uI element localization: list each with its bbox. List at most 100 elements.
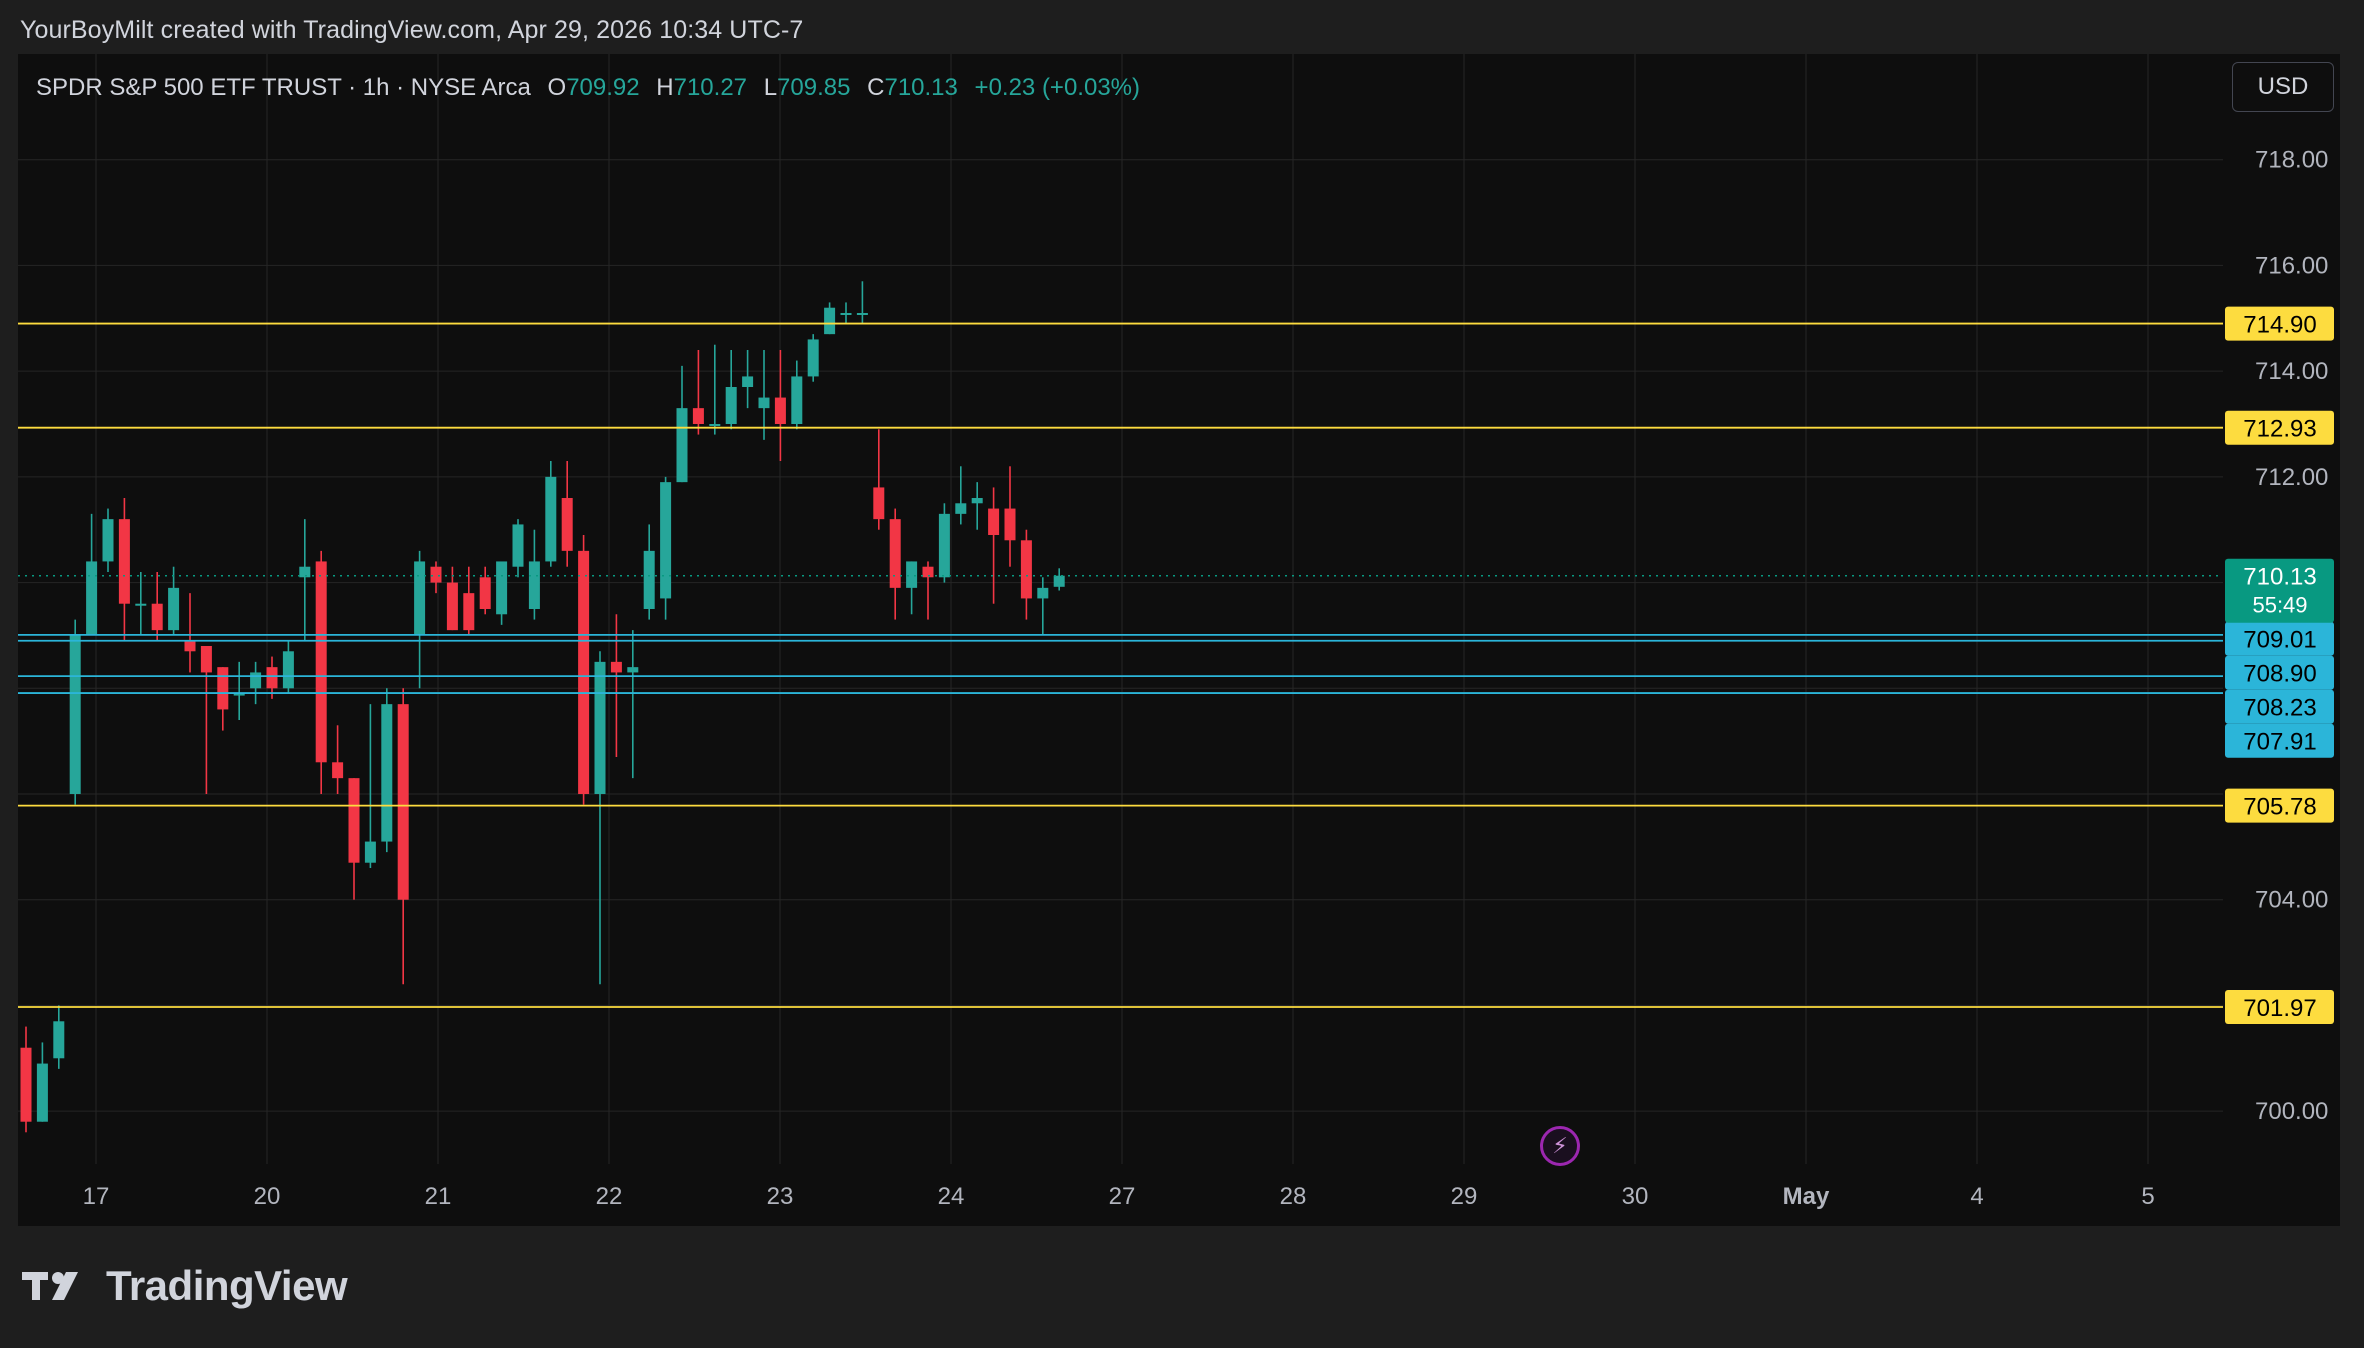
low-label: L [763,74,778,101]
last-price-text: 710.13 [2243,564,2316,591]
candle [824,302,836,335]
yellow-level-label: 712.93 [2225,410,2334,445]
candle-body [1020,540,1032,599]
candle-body [266,667,278,689]
candle-body [824,307,836,335]
open-label: O [547,74,567,101]
candle [36,1042,48,1122]
candle-body [758,397,770,409]
candle-body [578,550,590,794]
candle [1020,529,1032,620]
candle-body [873,487,885,520]
blue-level-label: 709.01 [2225,621,2334,656]
candle [774,350,786,461]
candle [791,360,803,430]
candle-body [151,603,163,631]
tradingview-logo[interactable]: TradingView [22,1262,348,1310]
candle-body [774,397,786,424]
candle [1053,568,1065,591]
candle-body [906,561,918,588]
candle-body [53,1021,65,1059]
candle-body [397,704,409,900]
candle-body [315,561,327,763]
candle [906,561,918,615]
candle-body [676,408,688,483]
candle-body [184,640,196,652]
candle-body [69,635,81,794]
x-tick-label: 28 [1280,1183,1307,1210]
candle [20,1026,32,1133]
candle [938,503,950,583]
symbol-legend: SPDR S&P 500 ETF TRUST · 1h · NYSE Arca … [36,74,1140,102]
candle [643,524,655,620]
candle [364,704,376,868]
candle [200,646,212,794]
currency-button[interactable]: USD [2232,62,2334,112]
candle [528,529,540,620]
x-tick-label: 30 [1622,1183,1649,1210]
candle-body [1037,587,1049,599]
chart-area[interactable]: 718.00 716.00 714.00 712.00 704.00 700.00 17 20… [18,54,2340,1226]
x-tick-label: 17 [83,1183,110,1210]
candle-body [348,778,360,863]
candle-body [463,593,475,631]
price-label-text: 714.90 [2243,312,2316,339]
candle-body [446,582,458,631]
candle [315,550,327,794]
x-tick-label: 29 [1451,1183,1478,1210]
blue-level-label: 708.90 [2225,655,2334,690]
candle-body [168,587,180,631]
candle [578,535,590,805]
candle [889,508,901,620]
high-label: H [656,74,674,101]
candle [561,461,573,567]
brand-name: TradingView [106,1262,348,1309]
candle [135,572,147,636]
candle-body [135,603,147,606]
price-label-background [2225,723,2334,758]
candle [118,498,130,641]
candle [725,350,737,430]
candle [758,350,770,440]
candle-body [86,561,98,636]
candle-body [332,762,344,779]
x-tick-label: 23 [767,1183,794,1210]
yellow-level-label: 701.97 [2225,990,2334,1025]
candle [512,519,524,578]
candle [988,487,1000,604]
candle-body [610,661,622,673]
chart-credit: YourBoyMilt created with TradingView.com… [20,16,804,44]
price-label-text: 708.90 [2243,661,2316,688]
candle-body [528,561,540,609]
y-tick-label: 712.00 [2255,464,2328,491]
candle [414,550,426,689]
blue-level-label: 707.91 [2225,723,2334,758]
candle-body [282,651,294,689]
candle-body [561,498,573,551]
open-value: 709.92 [566,74,640,101]
candle [594,651,606,985]
candle-body [643,550,655,609]
candlestick-chart[interactable]: 718.00 716.00 714.00 712.00 704.00 700.00 17 20… [18,54,2340,1226]
candle-body [20,1047,32,1122]
candle [430,561,442,594]
candle [381,688,393,853]
candle-body [742,376,754,387]
candle-body [594,661,606,794]
x-tick-label: 22 [596,1183,623,1210]
price-label-background [2225,655,2334,690]
candle [627,630,639,779]
candle [217,667,229,731]
candle-body [512,524,524,567]
close-label: C [867,74,885,101]
y-tick-label: 700.00 [2255,1098,2328,1125]
symbol-title: SPDR S&P 500 ETF TRUST · 1h · NYSE Arca [36,74,531,101]
candle [250,661,262,705]
price-label-background [2225,410,2334,445]
low-value: 709.85 [777,74,851,101]
lightning-icon[interactable]: ⚡ [1540,1126,1580,1166]
candle [1004,466,1016,567]
candle-body [807,339,819,377]
candle-body [840,313,852,315]
tradingview-logo-icon [22,1272,78,1300]
